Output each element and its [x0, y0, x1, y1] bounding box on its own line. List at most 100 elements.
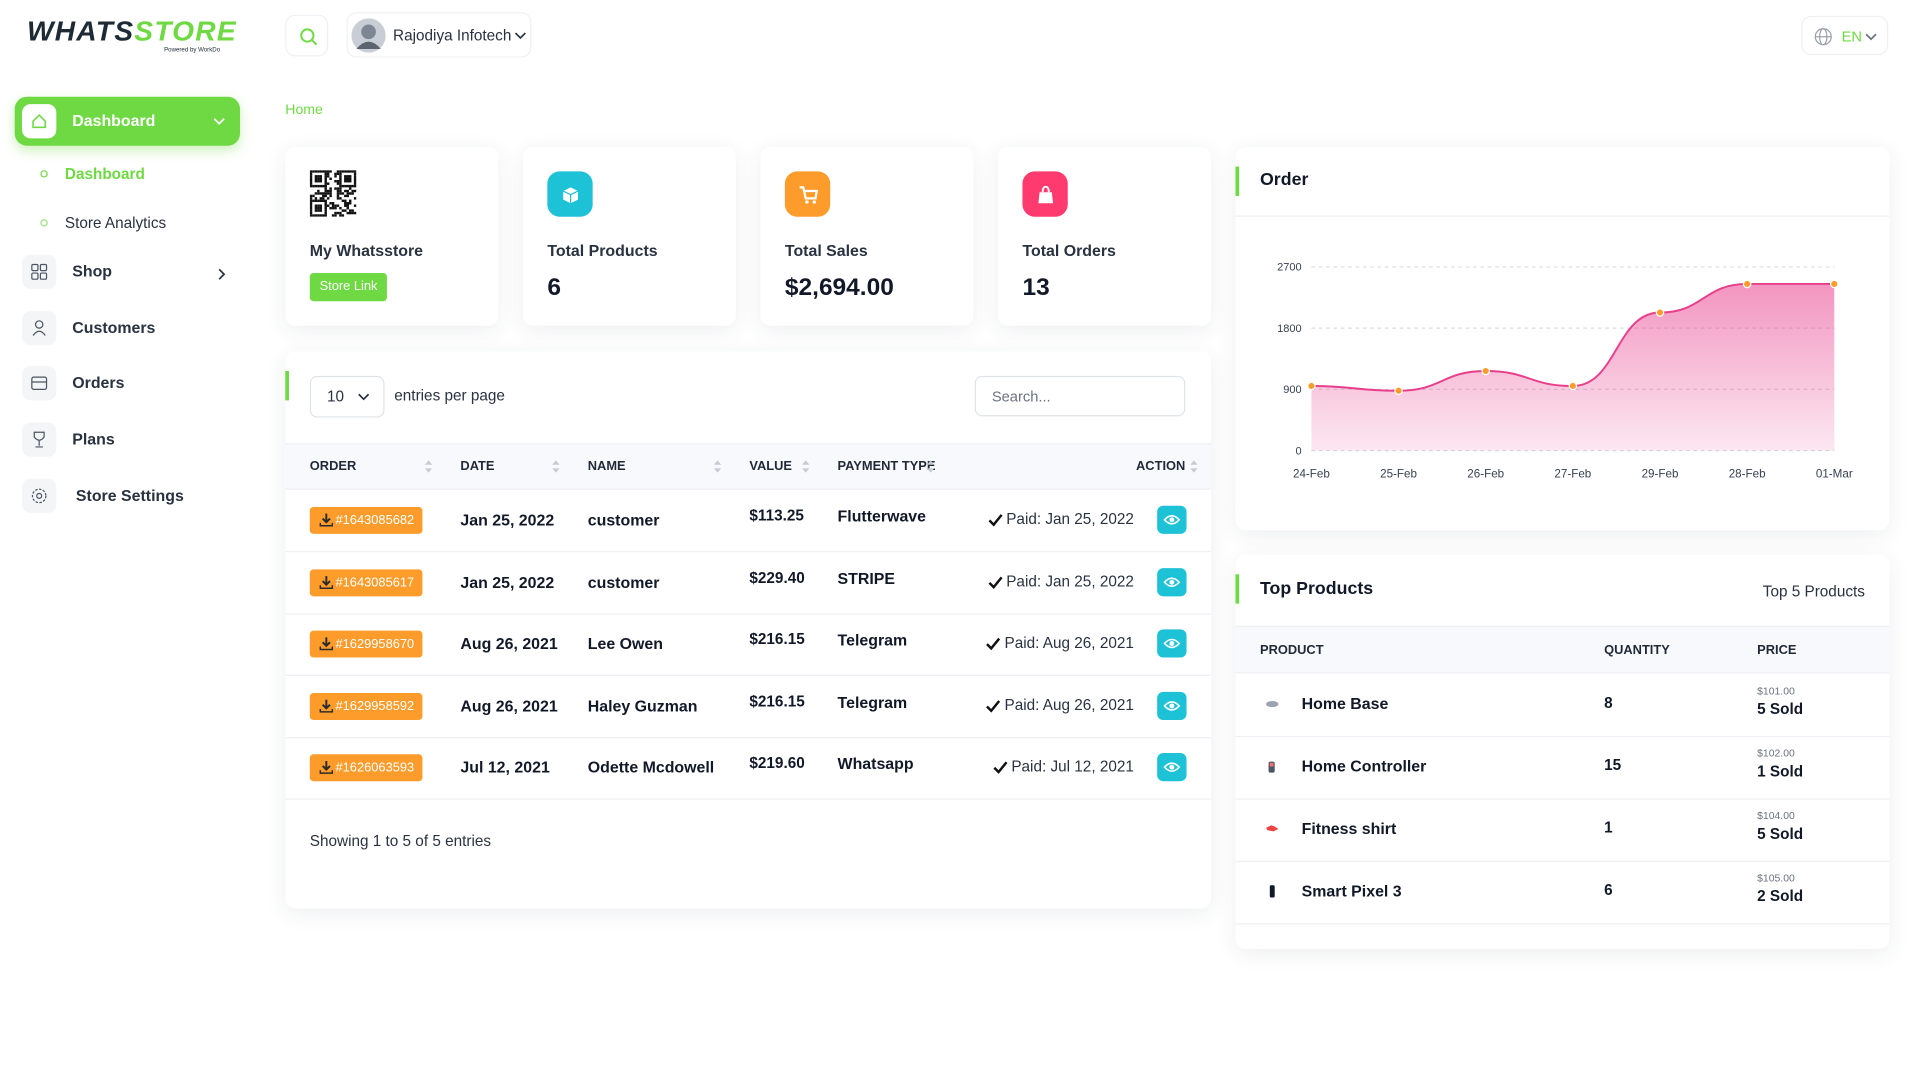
- card-subtitle: Top 5 Products: [1762, 582, 1865, 601]
- icon: [993, 761, 1008, 774]
- table-search[interactable]: Search...: [974, 375, 1186, 417]
- order-badge[interactable]: #1629958670: [309, 630, 423, 658]
- nav-item[interactable]: Plans: [15, 420, 240, 459]
- nav-label: Store Settings: [75, 486, 184, 505]
- icon: [351, 18, 386, 53]
- entries-select[interactable]: 10: [309, 375, 385, 418]
- y-tick-label: 1800: [1277, 323, 1302, 335]
- nav-dot: [40, 170, 48, 178]
- logo-part: WHATS: [26, 14, 135, 47]
- view-button[interactable]: [1157, 629, 1187, 658]
- order-value: $113.25: [749, 506, 804, 525]
- search-placeholder: Search...: [991, 388, 1051, 406]
- column-header[interactable]: VALUE: [749, 459, 793, 474]
- logo-tagline: Powered by WorkDo: [164, 46, 221, 54]
- table-footer: Showing 1 to 5 of 5 entries: [309, 832, 492, 850]
- chart-card: Order 0 900 1800 2700 24-Feb 25-Feb 26-Feb 27-Fe…: [1235, 146, 1890, 531]
- nav-item[interactable]: Dashboard: [14, 96, 241, 146]
- icon: [309, 170, 357, 217]
- order-badge[interactable]: #1643085682: [309, 506, 423, 534]
- product-price: $101.00: [1757, 684, 1795, 697]
- user-menu[interactable]: Rajodiya Infotech: [346, 12, 532, 58]
- x-tick-label: 25-Feb: [1380, 468, 1417, 481]
- x-tick-label: 29-Feb: [1642, 468, 1679, 481]
- icon: [988, 575, 1003, 589]
- nav-subitem[interactable]: Dashboard: [34, 160, 230, 187]
- card-divider: [1235, 215, 1890, 217]
- nav-icon-box: [22, 104, 57, 139]
- view-button[interactable]: [1157, 505, 1187, 534]
- icon: [31, 488, 47, 504]
- nav-item[interactable]: Customers: [15, 309, 240, 348]
- icon: [1814, 28, 1832, 46]
- icon: [1190, 460, 1198, 473]
- product-sold: 5 Sold: [1757, 700, 1804, 718]
- product-name: Home Base: [1301, 694, 1389, 713]
- order-badge[interactable]: #1629958592: [309, 692, 423, 720]
- order-badge[interactable]: #1626063593: [309, 754, 423, 782]
- y-tick-label: 0: [1295, 445, 1301, 457]
- column-header[interactable]: DATE: [460, 459, 495, 474]
- icon: [424, 460, 433, 473]
- product-quantity: 15: [1604, 756, 1622, 774]
- icon: [926, 460, 935, 473]
- stat-icon: [1022, 171, 1068, 217]
- stat-label: Total Orders: [1022, 241, 1116, 260]
- icon: [1865, 33, 1877, 41]
- column-header[interactable]: ORDER: [309, 459, 357, 474]
- product-price: $105.00: [1757, 871, 1795, 885]
- icon: [31, 376, 48, 391]
- stat-icon: [547, 171, 593, 217]
- entries-label: entries per page: [394, 386, 505, 405]
- icon: [1268, 761, 1275, 773]
- breadcrumb[interactable]: Home: [285, 102, 323, 118]
- nav-item[interactable]: Store Settings: [15, 476, 240, 515]
- icon: [1163, 762, 1181, 772]
- icon: [319, 761, 334, 774]
- product-sold: 5 Sold: [1757, 825, 1804, 843]
- view-button[interactable]: [1157, 567, 1187, 596]
- logo[interactable]: WHATSSTORE Powered by WorkDo: [26, 14, 237, 57]
- search-button[interactable]: [285, 14, 329, 57]
- view-button[interactable]: [1157, 753, 1187, 782]
- table-header: [285, 443, 1212, 490]
- logo-part: STORE: [134, 14, 237, 47]
- payment-status: Paid: Jan 25, 2022: [988, 511, 1134, 528]
- top-products-card: Top Products Top 5 Products PRODUCT QUANTIT…: [1235, 554, 1890, 949]
- product-name: Home Controller: [1301, 756, 1427, 776]
- point: [1655, 308, 1665, 317]
- order-badge[interactable]: #1643085617: [309, 568, 423, 596]
- store-link-button[interactable]: Store Link: [309, 273, 388, 302]
- nav-label: Orders: [72, 373, 125, 392]
- product-name: Fitness shirt: [1301, 819, 1397, 838]
- nav-icon-box: [22, 478, 57, 514]
- icon: [1163, 700, 1181, 711]
- nav-subitem[interactable]: Store Analytics: [34, 209, 230, 236]
- customer-name: customer: [587, 510, 660, 529]
- view-button[interactable]: [1157, 691, 1187, 720]
- product-sold: 1 Sold: [1757, 762, 1804, 781]
- card-accent: [1235, 574, 1240, 604]
- icon: [218, 268, 226, 280]
- y-tick-label: 2700: [1277, 262, 1302, 274]
- stat-card: Total Orders 13: [997, 146, 1212, 326]
- order-number: #1626063593: [335, 760, 415, 776]
- order-value: $219.60: [749, 754, 805, 772]
- column-header: QUANTITY: [1604, 642, 1670, 658]
- column-header[interactable]: PAYMENT TYPE: [837, 459, 936, 474]
- x-tick-label: 01-Mar: [1816, 468, 1853, 481]
- nav-icon-box: [22, 422, 57, 457]
- point: [1481, 366, 1491, 376]
- icon: [1266, 701, 1279, 708]
- icon: [319, 699, 334, 713]
- customer-name: Haley Guzman: [587, 696, 698, 715]
- nav-item[interactable]: Orders: [15, 364, 240, 403]
- x-tick-label: 28-Feb: [1729, 468, 1766, 481]
- icon: [1163, 638, 1181, 649]
- nav-item[interactable]: Shop: [15, 252, 240, 291]
- language-menu[interactable]: EN: [1801, 15, 1889, 56]
- column-header[interactable]: NAME: [587, 459, 626, 474]
- nav-label: Shop: [72, 262, 113, 281]
- column-header[interactable]: ACTION: [1136, 459, 1186, 474]
